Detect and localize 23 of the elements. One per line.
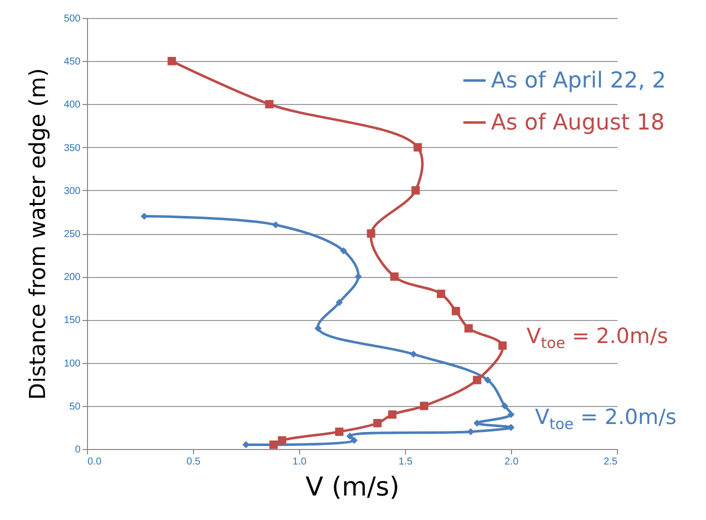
x-tick-label: 0.5 (186, 456, 201, 468)
x-tick-label: 0.0 (88, 456, 102, 468)
y-tick-label: 300 (64, 186, 81, 197)
x-tick-label: 2.0 (504, 456, 519, 468)
y-tick-label: 350 (64, 142, 81, 154)
legend-label: As of April 22, 2 (491, 68, 666, 94)
y-tick-label: 200 (64, 272, 81, 284)
y-axis-title: Distance from water edge (m) (26, 68, 51, 400)
y-tick-label: 0 (74, 444, 81, 456)
x-axis-title: V (m/s) (306, 472, 400, 502)
y-tick-label: 150 (64, 315, 81, 326)
annotation: V$_{toe}$ = 2.0m/s (535, 405, 676, 434)
y-tick-label: 500 (64, 14, 81, 24)
x-tick-label: 1.0 (292, 456, 307, 468)
x-tick-label: 2.5 (604, 456, 618, 468)
y-tick-label: 100 (64, 358, 81, 370)
y-tick-label: 50 (69, 401, 81, 412)
y-tick-label: 450 (64, 56, 81, 68)
x-tick-label: 1.5 (398, 456, 413, 468)
legend-label: As of August 18 (491, 110, 665, 136)
y-tick-label: 250 (64, 229, 81, 240)
y-tick-label: 400 (64, 100, 81, 111)
annotation: V$_{toe}$ = 2.0m/s (526, 324, 668, 352)
